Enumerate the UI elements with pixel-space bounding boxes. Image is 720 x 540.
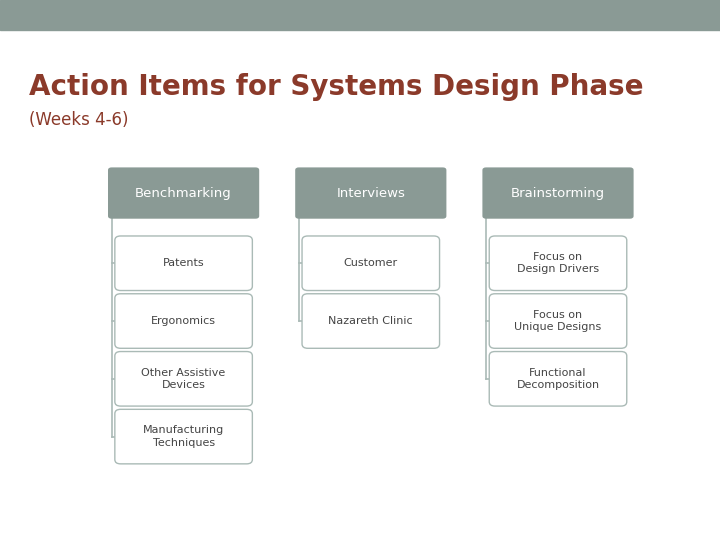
Text: Brainstorming: Brainstorming [511, 186, 605, 200]
FancyBboxPatch shape [115, 294, 253, 348]
Text: Benchmarking: Benchmarking [135, 186, 232, 200]
Text: (Weeks 4-6): (Weeks 4-6) [29, 111, 128, 129]
Text: Action Items for Systems Design Phase: Action Items for Systems Design Phase [29, 73, 643, 101]
FancyBboxPatch shape [115, 409, 253, 464]
FancyBboxPatch shape [302, 294, 440, 348]
FancyBboxPatch shape [490, 294, 626, 348]
Text: Focus on
Design Drivers: Focus on Design Drivers [517, 252, 599, 274]
Text: Ergonomics: Ergonomics [151, 316, 216, 326]
FancyBboxPatch shape [295, 167, 446, 219]
Text: Focus on
Unique Designs: Focus on Unique Designs [514, 310, 602, 332]
FancyBboxPatch shape [482, 167, 634, 219]
Text: Manufacturing
Techniques: Manufacturing Techniques [143, 426, 224, 448]
FancyBboxPatch shape [302, 236, 440, 291]
Text: Nazareth Clinic: Nazareth Clinic [328, 316, 413, 326]
FancyBboxPatch shape [490, 236, 626, 291]
FancyBboxPatch shape [115, 236, 253, 291]
Text: Patents: Patents [163, 258, 204, 268]
FancyBboxPatch shape [108, 167, 259, 219]
FancyBboxPatch shape [490, 352, 626, 406]
Text: Other Assistive
Devices: Other Assistive Devices [141, 368, 226, 390]
FancyBboxPatch shape [115, 352, 253, 406]
Text: Customer: Customer [343, 258, 398, 268]
Text: Functional
Decomposition: Functional Decomposition [516, 368, 600, 390]
Text: Interviews: Interviews [336, 186, 405, 200]
